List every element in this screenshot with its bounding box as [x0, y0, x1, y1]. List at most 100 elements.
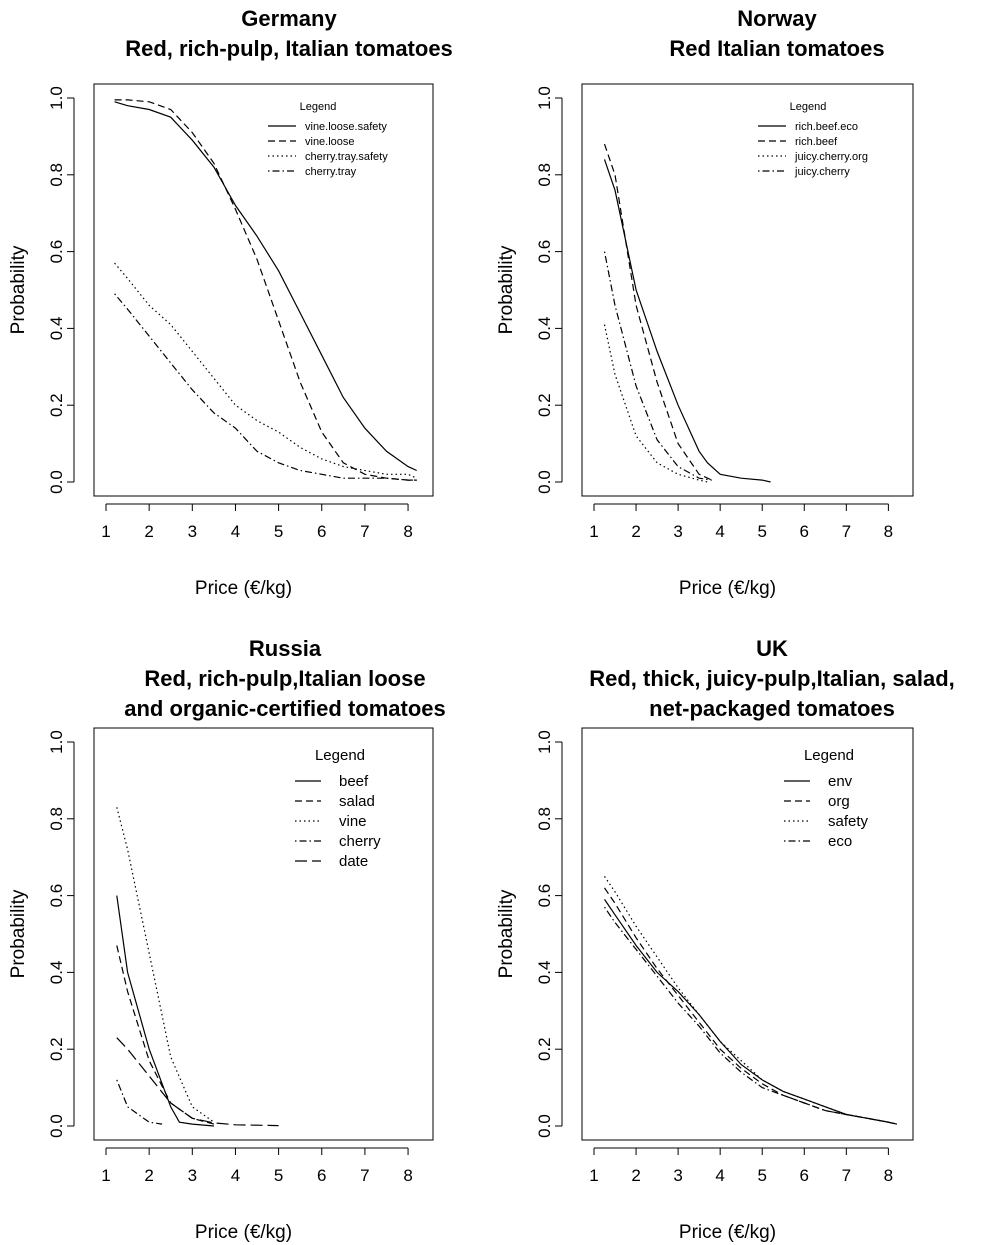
- legend-label: rich.beef.eco: [795, 121, 858, 133]
- y-axis: 0.0 0.2 0.4 0.6 0.8 1.0: [535, 86, 563, 494]
- series-line-vine-loose: [114, 99, 417, 481]
- y-tick-label: 0.8: [47, 807, 66, 831]
- series-line-cherry-tray: [114, 293, 417, 481]
- series-line-cherry: [116, 1079, 163, 1125]
- x-tick-label: 2: [144, 1166, 153, 1185]
- series-line-rich-beef: [603, 143, 713, 481]
- x-axis-label: Price (€/kg): [679, 1222, 776, 1243]
- x-tick-label: 5: [757, 1166, 766, 1185]
- legend: Legend env org safety eco: [784, 747, 869, 850]
- legend-item: vine: [295, 813, 367, 830]
- legend-item: vine.loose.safety: [268, 121, 387, 133]
- legend-item: org: [784, 793, 850, 810]
- legend-label: vine: [339, 813, 367, 830]
- chart-title-line: and organic-certified tomatoes: [124, 696, 446, 721]
- y-tick-label: 0.6: [535, 240, 554, 264]
- legend-item: juicy.cherry.org: [758, 151, 868, 163]
- x-tick-label: 4: [231, 1166, 240, 1185]
- y-tick-label: 0.2: [47, 1037, 66, 1061]
- x-tick-label: 8: [403, 522, 412, 541]
- series-line-date: [116, 1037, 279, 1127]
- y-tick-label: 1.0: [535, 730, 554, 754]
- x-axis-label: Price (€/kg): [195, 1222, 292, 1243]
- legend-title: Legend: [315, 747, 365, 764]
- x-tick-label: 5: [757, 522, 766, 541]
- series-line-juicy-cherry: [603, 251, 712, 481]
- y-tick-label: 1.0: [47, 730, 66, 754]
- y-tick-label: 0.6: [47, 884, 66, 908]
- legend-label: salad: [339, 793, 375, 810]
- series-line-org: [604, 887, 897, 1125]
- series-line-safety: [604, 876, 897, 1125]
- legend: Legend beef salad vine cherry date: [295, 747, 381, 870]
- series-line-vine-loose-safety: [114, 101, 417, 472]
- x-tick-label: 1: [101, 1166, 110, 1185]
- x-tick-label: 8: [884, 522, 893, 541]
- chart-title-line: Red, thick, juicy-pulp,Italian, salad,: [589, 666, 955, 691]
- legend-item: eco: [784, 833, 852, 850]
- y-tick-label: 0.0: [47, 470, 66, 494]
- legend-label: safety: [828, 813, 869, 830]
- x-tick-label: 1: [101, 522, 110, 541]
- legend-item: env: [784, 773, 853, 790]
- y-tick-label: 1.0: [535, 86, 554, 110]
- x-tick-label: 7: [842, 522, 851, 541]
- plot-frame: [93, 83, 434, 497]
- x-tick-label: 6: [800, 522, 809, 541]
- legend-item: date: [295, 853, 368, 870]
- y-axis: 0.0 0.2 0.4 0.6 0.8 1.0: [47, 86, 75, 494]
- y-tick-label: 0.0: [47, 1114, 66, 1138]
- x-tick-label: 4: [715, 522, 724, 541]
- y-axis-label: Probability: [8, 889, 29, 978]
- plot-frame: [581, 727, 914, 1141]
- series-line-rich-beef-eco: [603, 159, 771, 483]
- x-tick-label: 3: [673, 1166, 682, 1185]
- x-tick-label: 4: [231, 522, 240, 541]
- legend-item: cherry: [295, 833, 381, 850]
- series-group: [604, 876, 897, 1125]
- chart-title-line: UK: [756, 636, 788, 661]
- x-tick-label: 2: [144, 522, 153, 541]
- series-line-eco: [604, 906, 897, 1125]
- x-tick-label: 3: [188, 522, 197, 541]
- legend-item: vine.loose: [268, 136, 355, 148]
- x-tick-label: 4: [715, 1166, 724, 1185]
- legend-label: env: [828, 773, 853, 790]
- y-tick-label: 0.4: [535, 317, 554, 341]
- panel-russia: Russia Red, rich-pulp,Italian loose and or…: [8, 636, 446, 1243]
- x-axis-label: Price (€/kg): [679, 578, 776, 599]
- legend-title: Legend: [804, 747, 854, 764]
- series-group: [603, 143, 771, 483]
- legend-item: beef: [295, 773, 369, 790]
- y-tick-label: 0.6: [47, 240, 66, 264]
- legend-label: cherry.tray: [305, 166, 357, 178]
- x-tick-label: 8: [403, 1166, 412, 1185]
- x-axis: 1 2 3 4 5 6 7 8: [589, 503, 893, 541]
- y-axis: 0.0 0.2 0.4 0.6 0.8 1.0: [535, 730, 563, 1138]
- legend-label: eco: [828, 833, 852, 850]
- chart-title-line: Germany: [241, 6, 337, 31]
- legend: Legend vine.loose.safety vine.loose cherry.…: [268, 101, 388, 178]
- y-tick-label: 0.8: [47, 163, 66, 187]
- legend-label: beef: [339, 773, 369, 790]
- x-tick-label: 6: [800, 1166, 809, 1185]
- legend-item: rich.beef: [758, 136, 838, 148]
- legend-label: org: [828, 793, 850, 810]
- legend-label: vine.loose: [305, 136, 355, 148]
- legend-label: juicy.cherry: [794, 166, 850, 178]
- x-tick-label: 5: [274, 522, 283, 541]
- y-tick-label: 0.6: [535, 884, 554, 908]
- x-axis-label: Price (€/kg): [195, 578, 292, 599]
- legend-label: rich.beef: [795, 136, 838, 148]
- y-tick-label: 1.0: [47, 86, 66, 110]
- series-line-cherry-tray-safety: [114, 262, 417, 479]
- x-tick-label: 2: [631, 522, 640, 541]
- y-tick-label: 0.2: [535, 1037, 554, 1061]
- x-tick-label: 7: [360, 522, 369, 541]
- legend-item: salad: [295, 793, 375, 810]
- series-group: [114, 99, 417, 481]
- legend-title: Legend: [790, 101, 827, 113]
- series-line-salad: [116, 945, 215, 1125]
- y-tick-label: 0.4: [535, 961, 554, 985]
